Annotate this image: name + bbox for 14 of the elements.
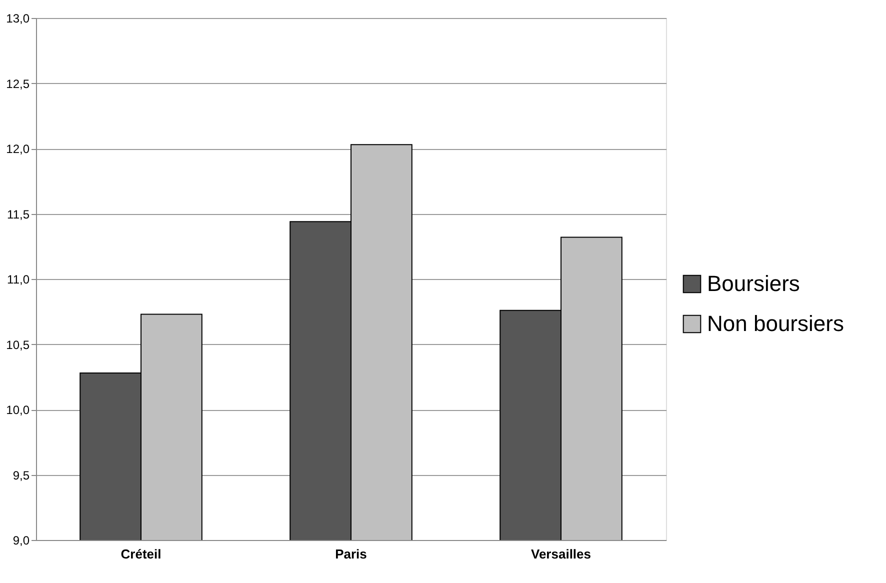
y-tick-label: 10,5 [6,338,30,352]
y-tick-label: 12,0 [6,142,30,156]
legend-label: Boursiers [707,271,800,296]
x-tick-label: Paris [335,546,367,562]
y-tick-label: 11,0 [7,272,30,286]
y-tick-label: 12,5 [6,76,30,91]
y-tick-label: 10,0 [6,403,30,417]
x-tick-label: Créteil [120,546,162,562]
legend-label: Non boursiers [707,311,844,336]
y-tick-label: 9,0 [12,534,30,548]
y-tick-label: 9,5 [12,468,30,482]
y-tick-label: 13,0 [6,12,30,26]
x-tick-label: Versailles [531,546,591,562]
y-tick-label: 11,5 [7,207,30,222]
